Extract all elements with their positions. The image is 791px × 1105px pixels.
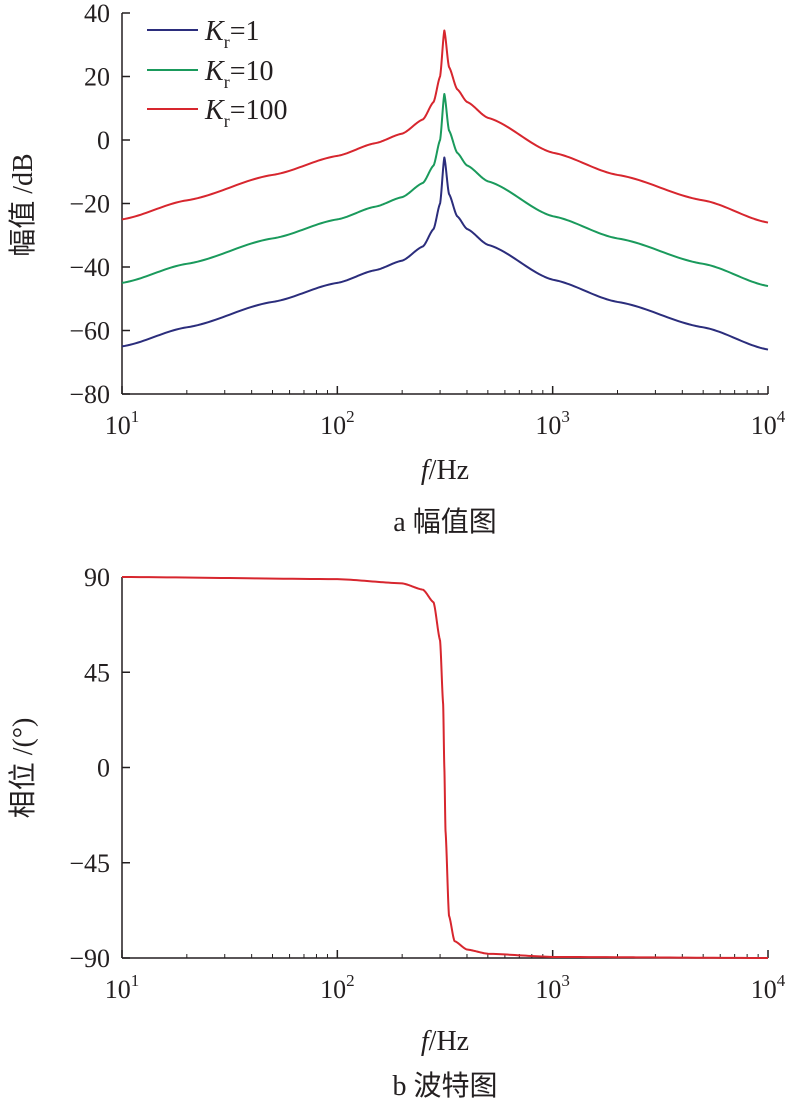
magnitude-xlabel: f/Hz [421, 455, 469, 486]
y-tick-label: 20 [84, 63, 110, 92]
phase-caption: b 波特图 [392, 1070, 497, 1102]
magnitude-ylabel: 幅值 /dB [7, 153, 39, 256]
y-tick-label: −80 [69, 380, 110, 409]
series-line-kr100 [121, 576, 769, 959]
legend-label-kr100: Kr=100 [204, 95, 287, 131]
legend-label-kr10: Kr=10 [204, 56, 273, 92]
y-tick-label: 90 [84, 563, 110, 592]
y-tick-label: 0 [97, 126, 110, 155]
y-tick-label: 45 [84, 658, 110, 687]
y-tick-label: −45 [69, 849, 110, 878]
x-tick-label: 103 [535, 971, 570, 1004]
x-tick-label: 104 [751, 407, 786, 440]
y-tick-label: −90 [69, 944, 110, 973]
x-tick-label: 103 [535, 407, 570, 440]
series-line-kr10 [121, 92, 769, 288]
phase-xlabel: f/Hz [421, 1026, 469, 1057]
phase-ylabel: 相位 /(°) [7, 718, 39, 819]
y-tick-label: −20 [69, 190, 110, 219]
series-line-kr1 [121, 156, 769, 351]
magnitude-caption: a 幅值图 [393, 506, 496, 538]
magnitude-plot: 幅值 /dB f/Hz a 幅值图 Kr=1 Kr=10 Kr=100 40 20… [7, 0, 786, 538]
x-tick-label: 102 [320, 407, 355, 440]
y-tick-label: 0 [97, 754, 110, 783]
x-tick-label: 102 [320, 971, 355, 1004]
x-tick-label: 101 [105, 971, 140, 1004]
series-line-kr100 [121, 29, 769, 224]
y-tick-label: −60 [69, 317, 110, 346]
legend-label-kr1: Kr=1 [204, 16, 259, 52]
legend: Kr=1 Kr=10 Kr=100 [147, 16, 287, 131]
x-tick-label: 101 [105, 407, 140, 440]
y-tick-label: −40 [69, 253, 110, 282]
x-tick-label: 104 [751, 971, 786, 1004]
y-tick-label: 40 [84, 0, 110, 28]
